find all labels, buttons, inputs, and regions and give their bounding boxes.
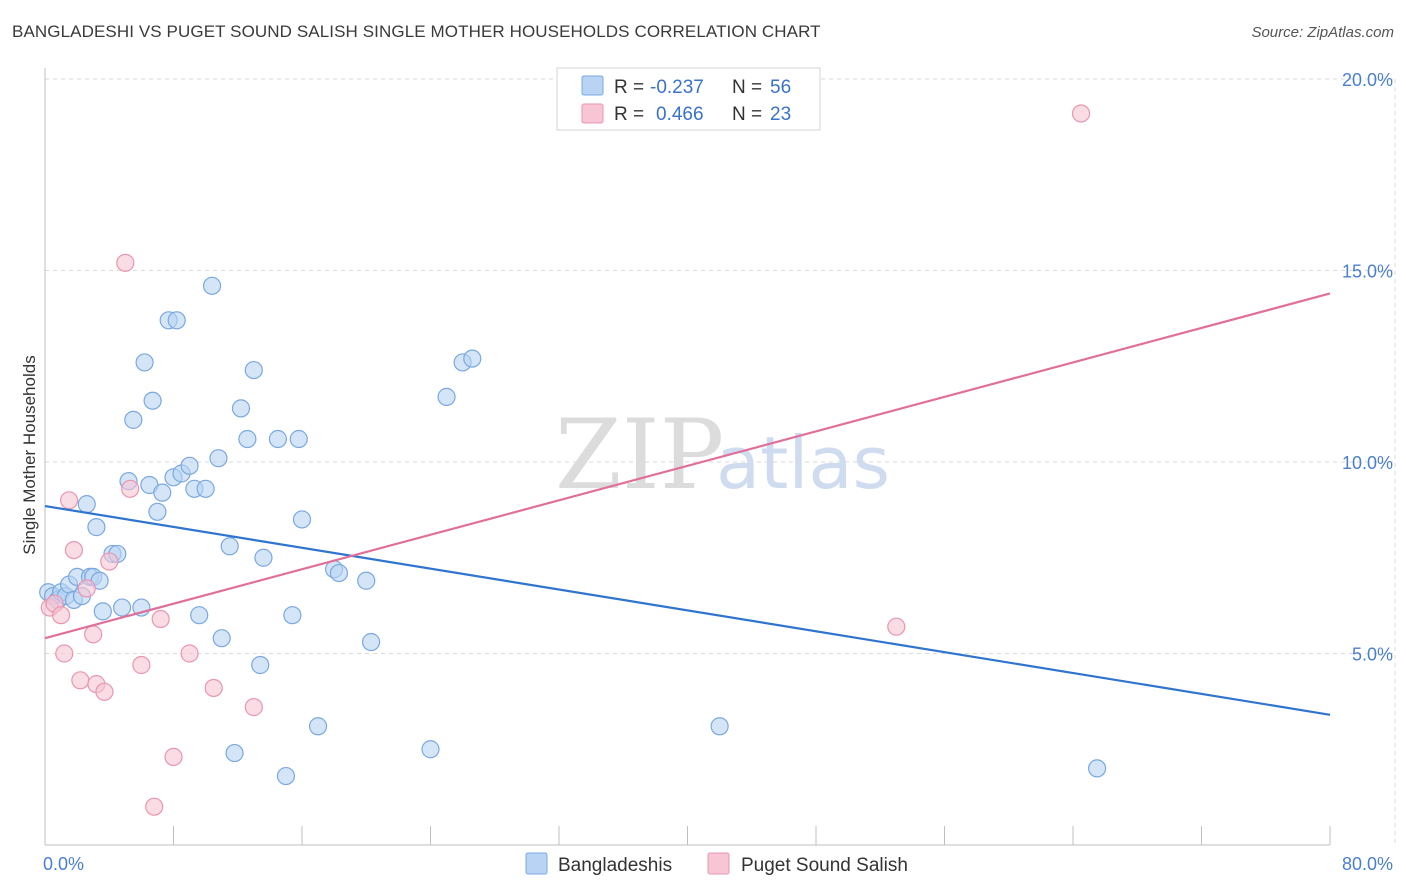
bottom-legend-label-puget-sound-salish: Puget Sound Salish: [741, 855, 908, 876]
point-puget-sound-salish-17: [164, 747, 183, 767]
point-puget-sound-salish-8: [84, 625, 103, 644]
legend-n-label-1: N =: [732, 77, 762, 98]
y-tick-label-5: 5.0%: [1352, 645, 1393, 665]
point-bangladeshis-34: [202, 276, 222, 295]
trendline-puget-sound-salish: [44, 292, 1331, 640]
points-layer: [39, 104, 1107, 816]
point-bangladeshis-17: [112, 598, 132, 617]
point-puget-sound-salish-19: [204, 678, 223, 698]
point-bangladeshis-23: [143, 391, 162, 410]
point-bangladeshis-51: [329, 563, 349, 583]
point-puget-sound-salish-18: [180, 644, 199, 663]
point-puget-sound-salish-6: [71, 671, 90, 690]
point-bangladeshis-53: [361, 632, 381, 652]
x-tick-label-min: 0.0%: [43, 854, 84, 874]
point-puget-sound-salish-12: [116, 253, 135, 272]
legend-r-label-2: R =: [614, 104, 644, 125]
bottom-legend-swatch-puget-sound-salish: [707, 852, 730, 875]
legend-n-value-2: 23: [770, 104, 791, 125]
point-bangladeshis-9: [77, 495, 96, 514]
legend-n-value-1: 56: [770, 77, 791, 98]
point-bangladeshis-47: [289, 429, 308, 449]
bottom-legend-label-bangladeshis: Bangladeshis: [558, 855, 672, 876]
legend-r-value-2: 0.466: [656, 104, 704, 125]
point-bangladeshis-39: [231, 399, 251, 418]
point-bangladeshis-54: [421, 740, 440, 759]
point-bangladeshis-33: [196, 479, 215, 498]
point-puget-sound-salish-4: [59, 491, 79, 510]
point-puget-sound-salish-5: [64, 540, 84, 560]
point-bangladeshis-21: [135, 353, 154, 372]
point-bangladeshis-44: [268, 429, 288, 449]
point-puget-sound-salish-10: [95, 682, 114, 701]
point-bangladeshis-32: [190, 606, 209, 625]
watermark: ZIP atlas: [555, 399, 890, 511]
point-bangladeshis-59: [1087, 759, 1107, 778]
point-bangladeshis-55: [437, 387, 456, 406]
point-bangladeshis-28: [167, 311, 186, 330]
point-bangladeshis-37: [220, 537, 239, 556]
y-tick-label-15: 15.0%: [1342, 262, 1393, 282]
y-tick-label-20: 20.0%: [1342, 70, 1393, 90]
top-legend: R = -0.237 N = 56 R = 0.466 N = 23: [556, 67, 821, 131]
point-puget-sound-salish-14: [132, 655, 151, 675]
point-puget-sound-salish-20: [244, 698, 263, 717]
point-bangladeshis-43: [254, 548, 273, 567]
point-puget-sound-salish-15: [145, 797, 164, 816]
point-bangladeshis-48: [292, 510, 312, 529]
point-puget-sound-salish-3: [55, 644, 74, 663]
legend-r-value-1: -0.237: [650, 77, 704, 98]
point-puget-sound-salish-13: [121, 479, 140, 498]
point-puget-sound-salish-7: [77, 579, 96, 598]
watermark-atlas: atlas: [716, 421, 890, 505]
point-bangladeshis-38: [225, 743, 244, 763]
point-bangladeshis-57: [463, 349, 482, 368]
point-bangladeshis-45: [276, 766, 296, 786]
point-bangladeshis-35: [209, 449, 228, 468]
point-bangladeshis-25: [153, 483, 172, 502]
legend-swatch-puget-sound-salish: [581, 103, 604, 124]
axes-layer: 5.0% 10.0% 15.0% 20.0% 0.0% 80.0%: [43, 68, 1393, 874]
y-tick-label-10: 10.0%: [1342, 453, 1393, 473]
point-bangladeshis-41: [244, 360, 263, 380]
trend-layer: [44, 292, 1331, 716]
point-puget-sound-salish-21: [887, 617, 906, 636]
trendline-bangladeshis: [44, 504, 1331, 716]
x-tick-label-max: 80.0%: [1342, 854, 1393, 874]
source-label: Source: ZipAtlas.com: [1251, 24, 1394, 41]
point-bangladeshis-14: [93, 602, 112, 621]
point-puget-sound-salish-2: [51, 606, 71, 625]
chart-title: BANGLADESHI VS PUGET SOUND SALISH SINGLE…: [12, 22, 821, 41]
watermark-zip: ZIP: [555, 399, 724, 511]
y-axis-title: Single Mother Households: [20, 355, 39, 554]
bottom-legend: Bangladeshis Puget Sound Salish: [525, 852, 908, 876]
legend-r-label-1: R =: [614, 77, 644, 98]
point-puget-sound-salish-22: [1071, 104, 1091, 123]
bottom-legend-swatch-bangladeshis: [525, 852, 548, 875]
point-bangladeshis-58: [710, 717, 729, 736]
legend-swatch-bangladeshis: [581, 75, 604, 96]
point-bangladeshis-19: [124, 410, 143, 429]
point-bangladeshis-42: [251, 655, 270, 675]
point-bangladeshis-36: [212, 629, 231, 648]
point-puget-sound-salish-11: [100, 552, 119, 571]
point-bangladeshis-40: [238, 429, 257, 449]
point-bangladeshis-24: [148, 502, 167, 521]
point-bangladeshis-12: [87, 518, 106, 537]
legend-n-label-2: N =: [732, 104, 762, 125]
point-bangladeshis-52: [357, 571, 376, 590]
point-bangladeshis-30: [180, 456, 199, 475]
point-bangladeshis-46: [283, 606, 302, 625]
point-bangladeshis-49: [308, 717, 328, 736]
point-puget-sound-salish-16: [151, 609, 170, 629]
